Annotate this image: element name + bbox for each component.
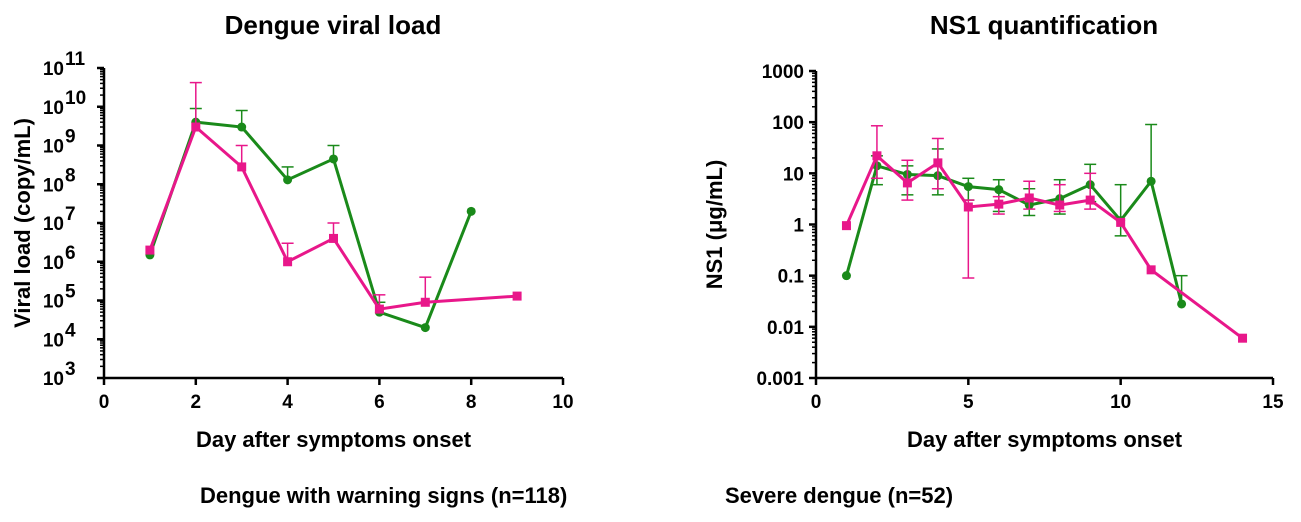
data-point — [841, 221, 851, 231]
x-tick-label: 8 — [466, 392, 477, 413]
y-tick-exponent: 9 — [65, 127, 76, 148]
y-tick-label: 0.1 — [778, 267, 805, 288]
data-point — [1238, 333, 1248, 343]
data-point — [420, 297, 430, 307]
data-point — [374, 304, 384, 314]
data-point — [872, 151, 882, 161]
series-severe — [145, 81, 522, 314]
y-axis-label: NS1 (μg/mL) — [702, 160, 727, 290]
y-tick-label: 10 — [43, 253, 64, 274]
data-point — [329, 233, 338, 243]
x-tick-label: 15 — [1262, 392, 1284, 413]
series-line — [845, 153, 1244, 340]
x-axis-label: Day after symptoms onset — [907, 427, 1183, 452]
legend: Dengue with warning signs (n=118) Severe… — [200, 483, 953, 508]
data-point — [145, 245, 155, 255]
chart-title: Dengue viral load — [225, 10, 442, 40]
series-line — [148, 120, 473, 330]
data-point — [1055, 200, 1065, 210]
y-tick-exponent: 6 — [65, 243, 76, 264]
y-tick-exponent: 11 — [65, 49, 86, 70]
data-point — [1177, 299, 1187, 309]
data-point — [329, 154, 338, 164]
y-tick-label: 10 — [783, 164, 804, 185]
x-tick-label: 0 — [99, 392, 110, 413]
series-line — [845, 164, 1184, 305]
y-tick-label: 100 — [772, 113, 804, 134]
y-axis-label: Viral load (copy/mL) — [10, 118, 35, 328]
data-point — [1116, 217, 1126, 227]
y-tick-exponent: 7 — [65, 204, 76, 225]
x-tick-label: 10 — [1110, 392, 1131, 413]
data-point — [963, 182, 973, 192]
data-point — [841, 271, 851, 281]
y-tick-label: 10 — [43, 175, 64, 196]
data-point — [512, 291, 522, 301]
y-tick-exponent: 10 — [65, 88, 86, 109]
data-point — [466, 206, 476, 216]
data-point — [963, 202, 973, 212]
x-tick-label: 6 — [374, 392, 385, 413]
data-point — [1085, 195, 1095, 205]
y-tick-exponent: 3 — [65, 359, 76, 380]
data-point — [191, 122, 201, 132]
y-tick-label: 10 — [43, 369, 64, 390]
data-point — [933, 158, 943, 168]
y-tick-exponent: 8 — [65, 165, 76, 186]
y-tick-exponent: 5 — [65, 282, 76, 303]
data-point — [1024, 193, 1034, 203]
x-axis-label: Day after symptoms onset — [196, 427, 472, 452]
data-point — [1146, 176, 1156, 186]
series-severe — [841, 125, 1248, 343]
x-tick-label: 4 — [282, 392, 293, 413]
data-point — [237, 122, 247, 132]
y-tick-label: 10 — [43, 59, 64, 80]
legend-entry-warning: Dengue with warning signs (n=118) — [200, 483, 567, 508]
data-point — [237, 162, 247, 172]
x-tick-label: 2 — [191, 392, 202, 413]
x-tick-label: 5 — [963, 392, 974, 413]
chart-title: NS1 quantification — [930, 10, 1158, 40]
legend-entry-severe: Severe dengue (n=52) — [725, 483, 953, 508]
y-tick-label: 1 — [793, 216, 804, 237]
y-tick-label: 10 — [43, 214, 64, 235]
data-point — [994, 185, 1004, 195]
data-point — [1146, 265, 1156, 275]
y-tick-label: 1000 — [762, 62, 804, 83]
data-point — [994, 199, 1004, 209]
y-tick-label: 0.001 — [756, 369, 804, 390]
ns1-chart: NS1 quantification 0 5 10 15 0.001 0.01 0.1 1 10 1… — [702, 10, 1284, 452]
data-point — [902, 178, 912, 188]
data-point — [420, 323, 430, 333]
y-tick-label: 10 — [43, 292, 64, 313]
y-tick-label: 0.01 — [767, 318, 804, 339]
x-tick-label: 0 — [811, 392, 822, 413]
y-tick-label: 10 — [43, 330, 64, 351]
y-tick-exponent: 4 — [65, 320, 76, 341]
series-warning — [841, 123, 1188, 309]
y-tick-label: 10 — [43, 137, 64, 158]
data-point — [283, 257, 293, 267]
y-tick-label: 10 — [43, 98, 64, 119]
series-line — [148, 124, 518, 311]
data-point — [283, 175, 293, 185]
x-tick-label: 10 — [552, 392, 573, 413]
